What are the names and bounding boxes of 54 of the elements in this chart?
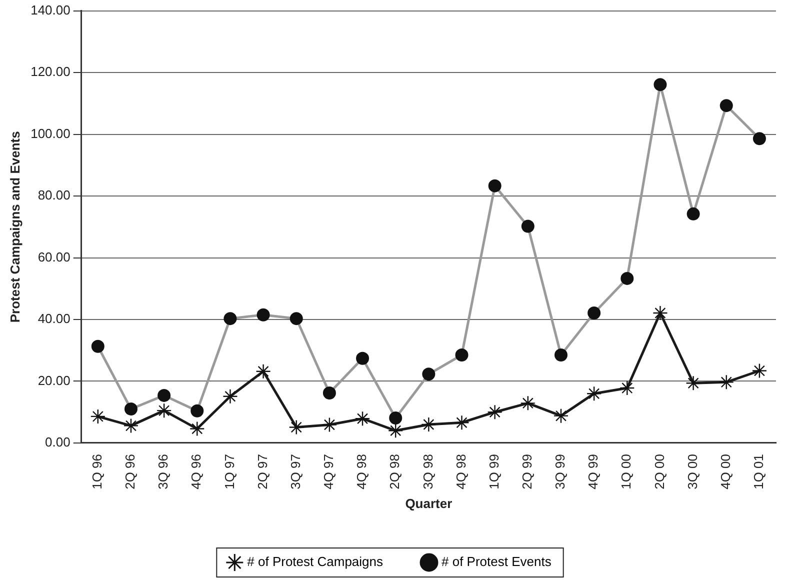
point [123,418,139,434]
legend-label: # of Protest Campaigns [247,554,384,570]
x-tick-label: 4Q 98 [453,454,468,490]
legend-label: # of Protest Events [442,554,552,570]
y-tick-label: 140.00 [30,2,70,18]
point [586,386,602,402]
x-tick-label: 1Q 97 [222,454,237,490]
point [288,420,304,435]
x-tick-label: 1Q 00 [618,454,634,490]
point [454,415,470,430]
x-tick-label: 3Q 99 [552,454,568,490]
point [322,417,338,432]
point [354,411,370,426]
x-tick-label: 2Q 99 [519,454,534,490]
x-tick-label: 2Q 96 [122,454,138,490]
x-tick-label: 4Q 00 [718,454,733,490]
point [421,416,436,432]
x-tick-label: 2Q 97 [254,454,270,490]
y-axis-title: Protest Campaigns and Events [7,131,22,323]
point [553,408,569,424]
y-tick-label: 40.00 [38,311,70,326]
x-tick-label: 1Q 99 [486,454,502,490]
point [620,380,635,396]
point [388,423,404,438]
point [520,396,536,411]
x-tick-label: 2Q 00 [652,454,667,490]
x-tick-label: 3Q 00 [684,454,700,490]
x-tick-label: 4Q 99 [586,454,601,490]
point [718,374,734,390]
point [190,421,205,436]
x-tick-label: 4Q 96 [188,454,204,490]
x-axis-title: Quarter [405,496,452,511]
x-tick-label: 3Q 97 [288,454,303,490]
point [487,404,502,420]
point [256,364,271,379]
x-tick-label: 2Q 98 [387,454,402,490]
x-tick-label: 3Q 96 [156,454,171,490]
y-tick-label: 120.00 [30,64,70,80]
x-tick-label: 4Q 97 [321,454,336,490]
y-tick-label: 100.00 [30,126,70,141]
x-tick-label: 4Q 98 [354,454,370,490]
y-tick-label: 80.00 [38,188,70,203]
y-tick-label: 60.00 [38,249,70,264]
point [686,376,701,391]
x-tick-label: 1Q 96 [89,454,104,490]
point [222,388,238,404]
y-tick-label: 20.00 [38,372,70,388]
point [156,402,172,418]
y-tick-label: 0.00 [45,434,70,450]
point [752,363,768,378]
point [652,305,668,321]
x-tick-label: 3Q 98 [420,454,436,490]
x-tick-label: 1Q 01 [751,454,766,490]
point [90,408,106,424]
